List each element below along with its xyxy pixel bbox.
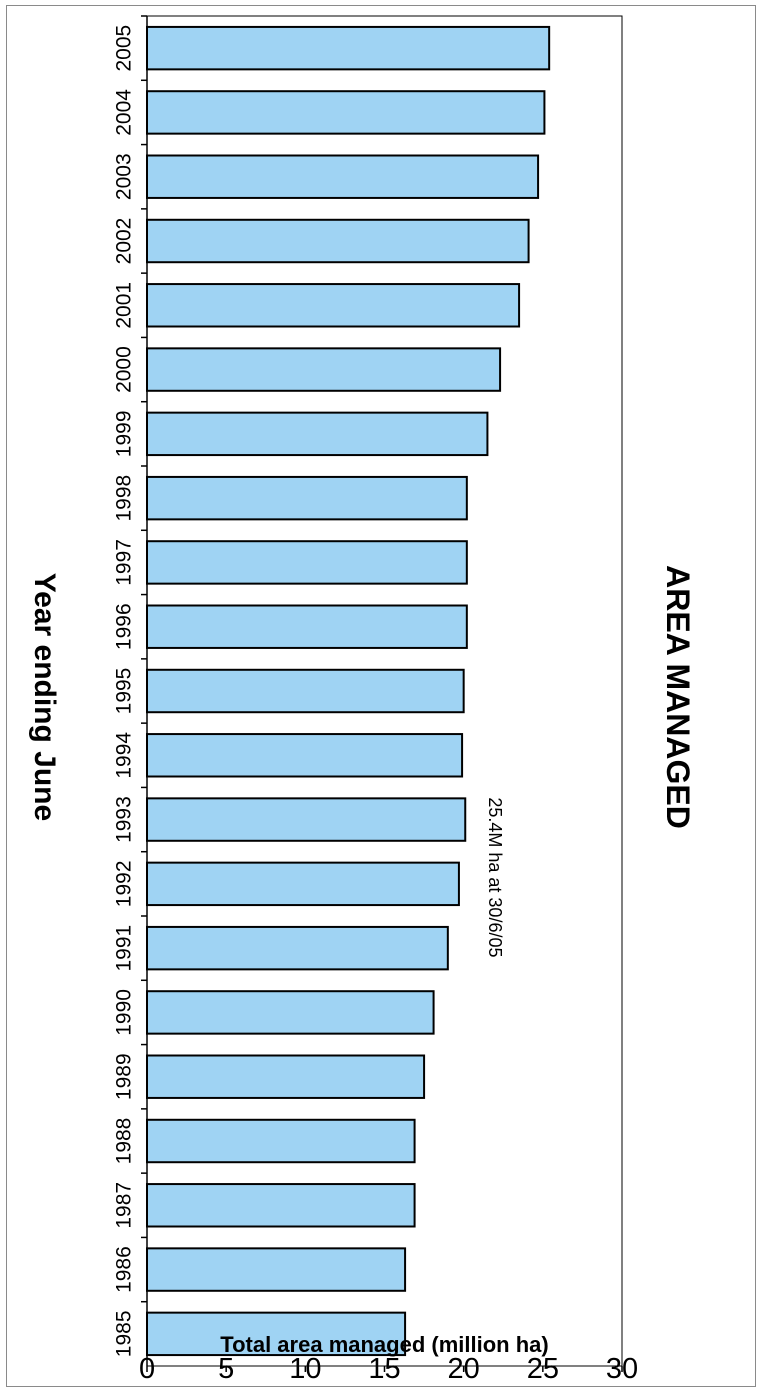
bars-group — [145, 25, 551, 1357]
chart-title: AREA MANAGED — [660, 565, 696, 829]
x-tick-label: 2004 — [113, 89, 136, 136]
chart-svg: 0 5 10 15 20 25 30 1985 1986 1987 1988 1989 1990 199… — [28, 15, 696, 1385]
bar-1993 — [146, 797, 467, 842]
x-tick-label: 2000 — [113, 346, 136, 393]
x-tick-label: 2001 — [113, 282, 136, 329]
bar-1989 — [146, 1054, 426, 1099]
x-tick-label: 1989 — [113, 1053, 136, 1100]
bar-2003 — [145, 154, 540, 199]
x-axis-label: Year ending June — [28, 573, 61, 821]
bar-1992 — [146, 861, 460, 907]
y-tick-label: 0 — [139, 1353, 155, 1385]
bar-1994 — [146, 733, 464, 778]
x-tick-label: 1997 — [113, 539, 136, 586]
x-tick-label: 1985 — [113, 1310, 136, 1357]
x-tick-label: 1995 — [113, 668, 136, 715]
x-tick-label: 1986 — [113, 1246, 136, 1293]
x-tick-label: 1988 — [113, 1118, 136, 1165]
y-tick-label: 10 — [289, 1353, 321, 1385]
x-tick-label: 1991 — [113, 925, 136, 972]
x-tick-label: 2003 — [113, 153, 136, 200]
bar-1988 — [146, 1118, 416, 1164]
bar-1987 — [146, 1183, 416, 1228]
y-tick-label: 15 — [368, 1353, 400, 1385]
bar-1997 — [146, 540, 468, 585]
y-tick-label: 20 — [448, 1353, 480, 1385]
y-tick-label: 30 — [606, 1353, 638, 1385]
x-tick-label: 1993 — [113, 796, 136, 843]
x-tick-label: 1994 — [113, 732, 136, 779]
value-axis-ticks: 0 5 10 15 20 25 30 — [139, 1353, 638, 1385]
x-tick-label: 1998 — [113, 475, 136, 522]
category-axis-ticks: 1985 1986 1987 1988 1989 1990 1991 1992 1993 1994… — [113, 15, 147, 1357]
x-tick-label: 2005 — [113, 25, 136, 72]
y-tick-label: 25 — [527, 1353, 559, 1385]
bar-1986 — [146, 1247, 407, 1292]
bar-2005 — [146, 25, 551, 71]
x-tick-label: 1990 — [113, 989, 136, 1036]
bar-2000 — [146, 347, 502, 392]
x-tick-label: 1999 — [113, 410, 136, 457]
bar-1990 — [146, 990, 435, 1035]
bar-1991 — [146, 925, 449, 971]
chart-frame: 0 5 10 15 20 25 30 1985 1986 1987 1988 1989 1990 199… — [6, 5, 756, 1387]
bar-2001 — [145, 283, 521, 328]
x-tick-label: 2002 — [113, 218, 136, 265]
bar-1995 — [146, 668, 465, 714]
chart-annotation: 25.4M ha at 30/6/05 — [485, 797, 505, 957]
bar-1998 — [146, 475, 468, 521]
y-tick-label: 5 — [218, 1353, 234, 1385]
x-tick-label: 1996 — [113, 603, 136, 650]
x-tick-label: 1987 — [113, 1182, 136, 1229]
bar-1999 — [146, 411, 489, 457]
bar-2002 — [145, 218, 530, 264]
bar-2004 — [146, 90, 546, 135]
chart-root: 0 5 10 15 20 25 30 1985 1986 1987 1988 1989 1990 199… — [28, 15, 696, 1385]
bar-1996 — [146, 604, 468, 649]
x-tick-label: 1992 — [113, 860, 136, 907]
y-axis-label: Total area managed (million ha) — [220, 1332, 548, 1357]
